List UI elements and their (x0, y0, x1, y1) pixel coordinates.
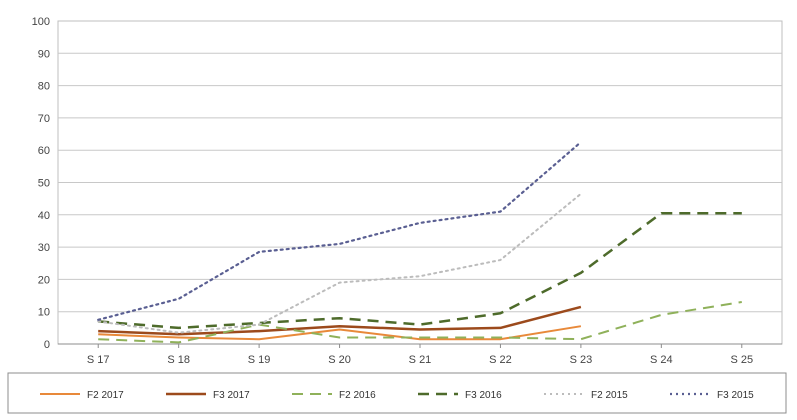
legend-label: F3 2016 (465, 390, 502, 401)
series-line-f3-2017 (98, 305, 582, 336)
series-line-f2-2017 (98, 325, 582, 341)
y-tick-label: 10 (38, 307, 50, 319)
y-tick-label: 0 (44, 339, 50, 351)
y-tick-label: 100 (32, 16, 50, 28)
x-axis-ticks: S 17 S 18 S 19 S 20 S 21 S 22 S 23 S 24 S 25 (87, 344, 753, 366)
x-tick-label: S 21 (409, 354, 432, 366)
x-tick-label: S 23 (570, 354, 593, 366)
x-tick-label: S 24 (650, 354, 673, 366)
gridlines (58, 52, 782, 313)
legend-label: F3 2017 (213, 390, 250, 401)
y-axis-ticks: 0 10 20 30 40 50 60 70 80 90 100 (32, 16, 50, 351)
series-lines (97, 141, 742, 344)
y-tick-label: 40 (38, 210, 50, 222)
x-tick-label: S 18 (167, 354, 190, 366)
legend-label: F3 2015 (717, 390, 754, 401)
x-tick-label: S 19 (248, 354, 271, 366)
series-line-f3-2015 (97, 141, 583, 321)
series-line-f2-2015 (97, 192, 582, 334)
y-tick-label: 60 (38, 145, 50, 157)
y-tick-label: 20 (38, 274, 50, 286)
x-tick-label: S 20 (328, 354, 351, 366)
y-tick-label: 90 (38, 48, 50, 60)
x-tick-label: S 25 (730, 354, 753, 366)
legend: F2 2017 F3 2017 F2 2016 F3 2016 F2 2015 F3 20… (40, 390, 754, 401)
series-line-f2-2016 (98, 301, 742, 344)
x-tick-label: S 17 (87, 354, 110, 366)
series-line-f3-2016 (98, 211, 742, 330)
y-tick-label: 50 (38, 178, 50, 190)
legend-label: F2 2015 (591, 390, 628, 401)
legend-label: F2 2016 (339, 390, 376, 401)
legend-label: F2 2017 (87, 390, 124, 401)
legend-box (7, 372, 787, 414)
y-tick-label: 80 (38, 81, 50, 93)
y-tick-label: 70 (38, 113, 50, 125)
y-tick-label: 30 (38, 242, 50, 254)
x-tick-label: S 22 (489, 354, 512, 366)
